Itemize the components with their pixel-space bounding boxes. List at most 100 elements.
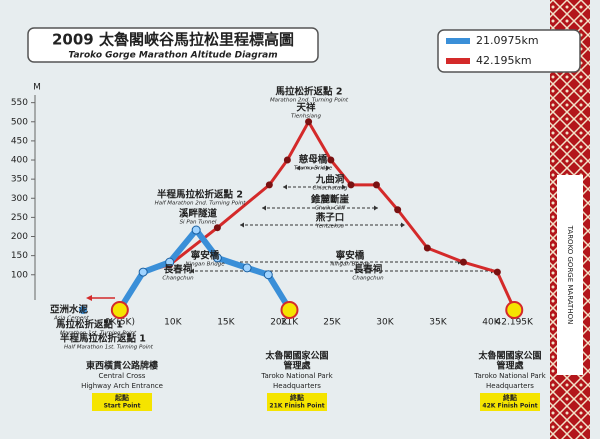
annotation: 燕子口 bbox=[316, 212, 345, 224]
annotation-sub: Half Marathon 1st. Turning Point bbox=[64, 345, 154, 351]
annotation: 半程馬拉松折返點 1 bbox=[60, 333, 146, 345]
x-tick-label: 30K bbox=[376, 318, 394, 328]
x-tick-label: 42.195K bbox=[496, 318, 534, 328]
x-tick-label: 20K bbox=[270, 318, 288, 328]
point-label: Highway Arch Entrance bbox=[81, 382, 163, 390]
annotation-sub: Tzumu Bridge bbox=[294, 166, 333, 172]
point-label: 管理處 bbox=[283, 360, 311, 372]
series-point bbox=[423, 244, 431, 252]
x-tick-label: 0K(5K) bbox=[105, 318, 135, 328]
series-point bbox=[191, 225, 201, 235]
annotation-sub: Tienhsiang bbox=[291, 114, 321, 120]
series-point bbox=[212, 253, 222, 263]
y-tick-label: 550 bbox=[11, 98, 28, 108]
y-tick-label: 250 bbox=[11, 213, 28, 223]
annotation: 長春祠 bbox=[354, 264, 383, 276]
annotation: 半程馬拉松折返點 2 bbox=[157, 189, 243, 201]
series-point bbox=[265, 181, 273, 189]
chart-title: 2009 太魯閣峽谷馬拉松里程標高圖 bbox=[52, 31, 294, 49]
series-point bbox=[283, 156, 291, 164]
y-tick-label: 100 bbox=[11, 270, 28, 280]
series-point bbox=[263, 270, 273, 280]
chart-subtitle: Taroko Gorge Marathon Altitude Diagram bbox=[68, 51, 277, 61]
annotation: 亞洲水泥 bbox=[50, 304, 89, 316]
badge bbox=[92, 393, 152, 411]
point-label: Headquarters bbox=[486, 382, 534, 390]
badge-sub: 21K Finish Point bbox=[269, 403, 324, 410]
series-point bbox=[165, 257, 175, 267]
annotation-sub: Changchun bbox=[162, 276, 194, 282]
point-label: Taroko National Park bbox=[260, 372, 333, 380]
annotation-sub: Half Marathon 2nd. Turning Point bbox=[155, 201, 247, 207]
side-panel bbox=[557, 175, 583, 375]
annotation-sub: Changchun bbox=[352, 276, 384, 282]
badge-label: 終點 bbox=[290, 393, 304, 402]
annotation: 長春祠 bbox=[164, 264, 193, 276]
annotation: 馬拉松折返點 1 bbox=[55, 319, 123, 331]
x-tick-label: 21K bbox=[281, 318, 299, 328]
legend-label: 42.195km bbox=[476, 54, 532, 67]
endpoint bbox=[505, 301, 524, 319]
x-tick-label: 15K bbox=[217, 318, 235, 328]
y-axis-label: M bbox=[33, 83, 41, 93]
legend-label: 21.0975km bbox=[476, 34, 539, 47]
badge-label: 終點 bbox=[503, 393, 517, 402]
annotation-sub: Ningan Bridge bbox=[185, 262, 225, 268]
annotation-sub: Yentzekou bbox=[316, 224, 345, 230]
point-label: 東西橫貫公路牌樓 bbox=[86, 360, 158, 372]
annotation-sub: Chuilu Cliff bbox=[315, 206, 346, 212]
y-tick-label: 450 bbox=[11, 136, 28, 146]
annotation: 天祥 bbox=[296, 102, 316, 114]
annotation-sub: Ningan Bridge bbox=[330, 262, 370, 268]
point-label: Taroko National Park bbox=[473, 372, 546, 380]
x-tick-label: 35K bbox=[429, 318, 447, 328]
point-label: Headquarters bbox=[273, 382, 321, 390]
x-tick-label: 10K bbox=[164, 318, 182, 328]
endpoint bbox=[280, 301, 299, 319]
point-label: 管理處 bbox=[496, 360, 524, 372]
point-label: Central Cross bbox=[99, 372, 146, 380]
series-point bbox=[242, 263, 252, 273]
annotation: 錐麓斷崖 bbox=[311, 194, 350, 206]
x-tick-label: 25K bbox=[323, 318, 341, 328]
badge bbox=[480, 393, 540, 411]
point-label: 太魯閣國家公園 bbox=[264, 350, 328, 362]
annotation: 寧安橋 bbox=[191, 250, 220, 262]
annotation-sub: Marathon 1st. Turning Point bbox=[60, 331, 137, 337]
annotation: 馬拉松折返點 2 bbox=[275, 86, 343, 98]
point-label: 太魯閣國家公園 bbox=[477, 350, 541, 362]
badge-label: 起點 bbox=[114, 393, 129, 402]
series-point bbox=[394, 206, 402, 214]
annotation-sub: Chiuchutung bbox=[313, 186, 348, 192]
y-tick-label: 150 bbox=[11, 251, 28, 261]
endpoint bbox=[110, 301, 129, 319]
asia-cement-point bbox=[79, 306, 87, 314]
badge-sub: 42K Finish Point bbox=[482, 403, 537, 410]
title-box bbox=[27, 27, 319, 63]
y-tick-label: 350 bbox=[11, 175, 28, 185]
series-point bbox=[347, 181, 355, 189]
annotation-sub: Asia Cement bbox=[53, 316, 90, 322]
series-point bbox=[493, 268, 501, 276]
series-point bbox=[305, 118, 313, 126]
legend-box bbox=[437, 29, 581, 73]
x-tick-label: 40K bbox=[482, 318, 500, 328]
series-point bbox=[327, 156, 335, 164]
annotation: 寧安橋 bbox=[336, 250, 365, 262]
arrow-head bbox=[86, 295, 92, 301]
series-point bbox=[138, 267, 148, 277]
series-point bbox=[372, 181, 380, 189]
y-tick-label: 500 bbox=[11, 117, 28, 127]
y-tick-label: 200 bbox=[11, 232, 28, 242]
series-point bbox=[213, 224, 221, 232]
y-tick-label: 400 bbox=[11, 156, 28, 166]
annotation-sub: Marathon 2nd. Turning Point bbox=[270, 98, 349, 104]
annotation: 九曲洞 bbox=[315, 174, 345, 186]
side-text: TAROKO GORGE MARATHON bbox=[566, 225, 574, 325]
badge-sub: Start Point bbox=[104, 403, 141, 410]
annotation: 溪畔隧道 bbox=[179, 208, 218, 220]
badge bbox=[267, 393, 327, 411]
annotation: 慈母橋 bbox=[299, 154, 328, 166]
y-tick-label: 300 bbox=[11, 194, 28, 204]
